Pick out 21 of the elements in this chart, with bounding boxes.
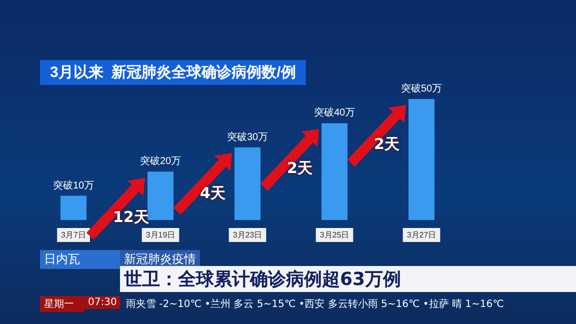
data-label: 突破40万 xyxy=(314,106,356,119)
data-label: 突破50万 xyxy=(400,82,442,94)
text: 日内瓦 xyxy=(40,250,120,269)
annotation: 12天 xyxy=(113,208,149,227)
text: 星期一 xyxy=(40,296,84,312)
data-label: 突破30万 xyxy=(226,130,268,143)
text: 世卫：全球累计确诊病例超63万例 xyxy=(120,266,576,292)
data-label: 突破10万 xyxy=(52,179,94,192)
x-tick-label: 3月23日 xyxy=(232,230,262,240)
annotation: 4天 xyxy=(200,184,226,202)
text: 新冠肺炎疫情 xyxy=(120,250,200,269)
annotation: 2天 xyxy=(287,159,312,178)
text: 07:30 xyxy=(84,296,120,309)
x-tick-label: 3月25日 xyxy=(320,230,350,240)
data-label: 突破20万 xyxy=(140,155,182,168)
annotation: 2天 xyxy=(374,135,400,154)
x-tick-label: 3月7日 xyxy=(61,230,86,240)
x-tick-label: 3月19日 xyxy=(146,230,176,240)
x-tick-label: 3月27日 xyxy=(406,230,436,240)
text: 雨夹雪 -2~10℃ •兰州 多云 5~15℃ •西安 多云转小雨 5~16℃ •拉萨 晴 1~16℃ xyxy=(125,298,505,312)
chart-title: 3月以来 新冠肺炎全球确诊病例数/例 xyxy=(50,63,296,81)
